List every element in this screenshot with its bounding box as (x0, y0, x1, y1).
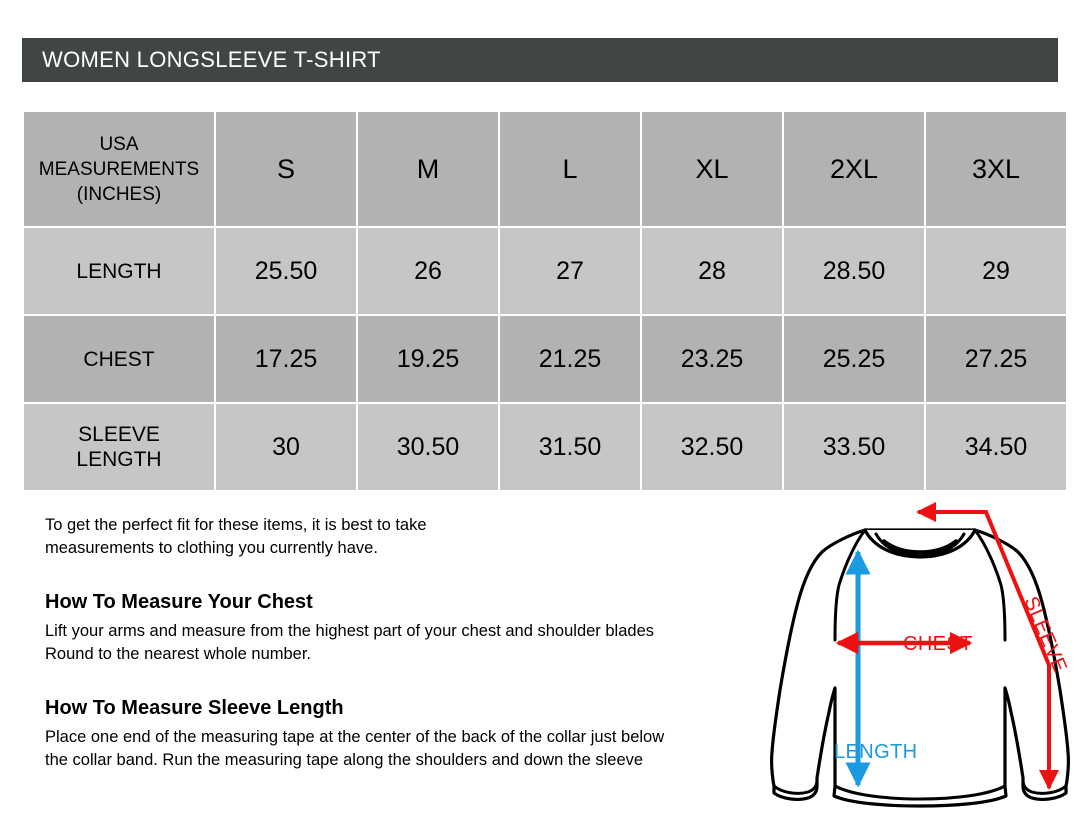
chest-section-body: Lift your arms and measure from the high… (45, 620, 765, 666)
sleeve-section-body: Place one end of the measuring tape at t… (45, 726, 765, 772)
cell-value: 17.25 (254, 345, 318, 373)
sleeve-2xl: 33.50 (784, 404, 924, 490)
chest-xl: 23.25 (642, 316, 782, 402)
length-3xl: 29 (926, 228, 1066, 314)
chest-measure-label: CHEST (903, 633, 973, 655)
row-label-text: CHEST (83, 347, 155, 371)
cell-value: 29 (982, 257, 1010, 285)
row-label-length: LENGTH (24, 228, 214, 314)
size-header-label: L (562, 154, 578, 184)
intro-line-2: measurements to clothing you currently h… (45, 539, 378, 557)
size-chart-table: USA MEASUREMENTS (INCHES) S M L XL 2XL 3… (22, 110, 1068, 492)
size-header-2xl: 2XL (784, 112, 924, 226)
cell-value: 30 (272, 433, 300, 461)
cell-value: 21.25 (538, 345, 602, 373)
row-label-text: LENGTH (76, 259, 162, 283)
cell-value: 25.25 (822, 345, 886, 373)
chest-3xl: 27.25 (926, 316, 1066, 402)
cell-value: 28.50 (822, 257, 886, 285)
intro-paragraph: To get the perfect fit for these items, … (45, 514, 765, 560)
cell-value: 19.25 (396, 345, 460, 373)
cell-value: 27.25 (964, 345, 1028, 373)
chest-body-line-2: Round to the nearest whole number. (45, 645, 312, 663)
row-label-text-line-2: LENGTH (76, 448, 162, 471)
page-title: WOMEN LONGSLEEVE T-SHIRT (42, 47, 381, 72)
chest-2xl: 25.25 (784, 316, 924, 402)
size-header-label: M (416, 154, 440, 184)
intro-line-1: To get the perfect fit for these items, … (45, 516, 427, 534)
sleeve-xl: 32.50 (642, 404, 782, 490)
size-header-xl: XL (642, 112, 782, 226)
table-row-length: LENGTH 25.50 26 27 28 28.50 29 (24, 228, 1066, 314)
shirt-outline-icon (770, 528, 1070, 808)
size-header-l: L (500, 112, 640, 226)
cell-value: 27 (556, 257, 584, 285)
length-m: 26 (358, 228, 498, 314)
size-header-label: XL (695, 154, 729, 184)
cell-value: 23.25 (680, 345, 744, 373)
cell-value: 28 (698, 257, 726, 285)
cell-value: 26 (414, 257, 442, 285)
page-title-bar: WOMEN LONGSLEEVE T-SHIRT (22, 38, 1058, 82)
table-header-row: USA MEASUREMENTS (INCHES) S M L XL 2XL 3… (24, 112, 1066, 226)
cell-value: 30.50 (396, 433, 460, 461)
corner-label-line-1: USA (99, 133, 139, 155)
sleeve-body-line-1: Place one end of the measuring tape at t… (45, 728, 665, 746)
sleeve-section-heading: How To Measure Sleeve Length (45, 697, 344, 719)
length-xl: 28 (642, 228, 782, 314)
row-label-sleeve-length: SLEEVE LENGTH (24, 404, 214, 490)
size-header-label: S (276, 154, 295, 184)
chest-m: 19.25 (358, 316, 498, 402)
cell-value: 32.50 (680, 433, 744, 461)
chest-body-line-1: Lift your arms and measure from the high… (45, 622, 654, 640)
size-header-label: 2XL (829, 154, 879, 184)
sleeve-s: 30 (216, 404, 356, 490)
length-s: 25.50 (216, 228, 356, 314)
cell-value: 34.50 (964, 433, 1028, 461)
table-corner-header: USA MEASUREMENTS (INCHES) (24, 112, 214, 226)
size-header-3xl: 3XL (926, 112, 1066, 226)
sleeve-l: 31.50 (500, 404, 640, 490)
chest-l: 21.25 (500, 316, 640, 402)
sleeve-measure-arrow (916, 502, 1059, 790)
cell-value: 33.50 (822, 433, 886, 461)
garment-measurement-diagram: LENGTH CHEST SLEEVE (760, 490, 1080, 835)
size-header-m: M (358, 112, 498, 226)
measurement-instructions: To get the perfect fit for these items, … (45, 514, 765, 772)
sleeve-3xl: 34.50 (926, 404, 1066, 490)
sleeve-body-line-2: the collar band. Run the measuring tape … (45, 751, 644, 769)
length-2xl: 28.50 (784, 228, 924, 314)
table-row-chest: CHEST 17.25 19.25 21.25 23.25 25.25 27.2… (24, 316, 1066, 402)
chest-s: 17.25 (216, 316, 356, 402)
sleeve-m: 30.50 (358, 404, 498, 490)
size-header-label: 3XL (971, 154, 1021, 184)
cell-value: 31.50 (538, 433, 602, 461)
corner-label-line-2: MEASUREMENTS (38, 158, 200, 180)
length-l: 27 (500, 228, 640, 314)
row-label-chest: CHEST (24, 316, 214, 402)
size-header-s: S (216, 112, 356, 226)
row-label-text-line-1: SLEEVE (78, 423, 160, 446)
corner-label-line-3: (INCHES) (76, 183, 162, 205)
cell-value: 25.50 (254, 257, 318, 285)
length-measure-label: LENGTH (834, 741, 918, 763)
table-row-sleeve-length: SLEEVE LENGTH 30 30.50 31.50 32.50 33.50… (24, 404, 1066, 490)
chest-section-heading: How To Measure Your Chest (45, 591, 313, 613)
